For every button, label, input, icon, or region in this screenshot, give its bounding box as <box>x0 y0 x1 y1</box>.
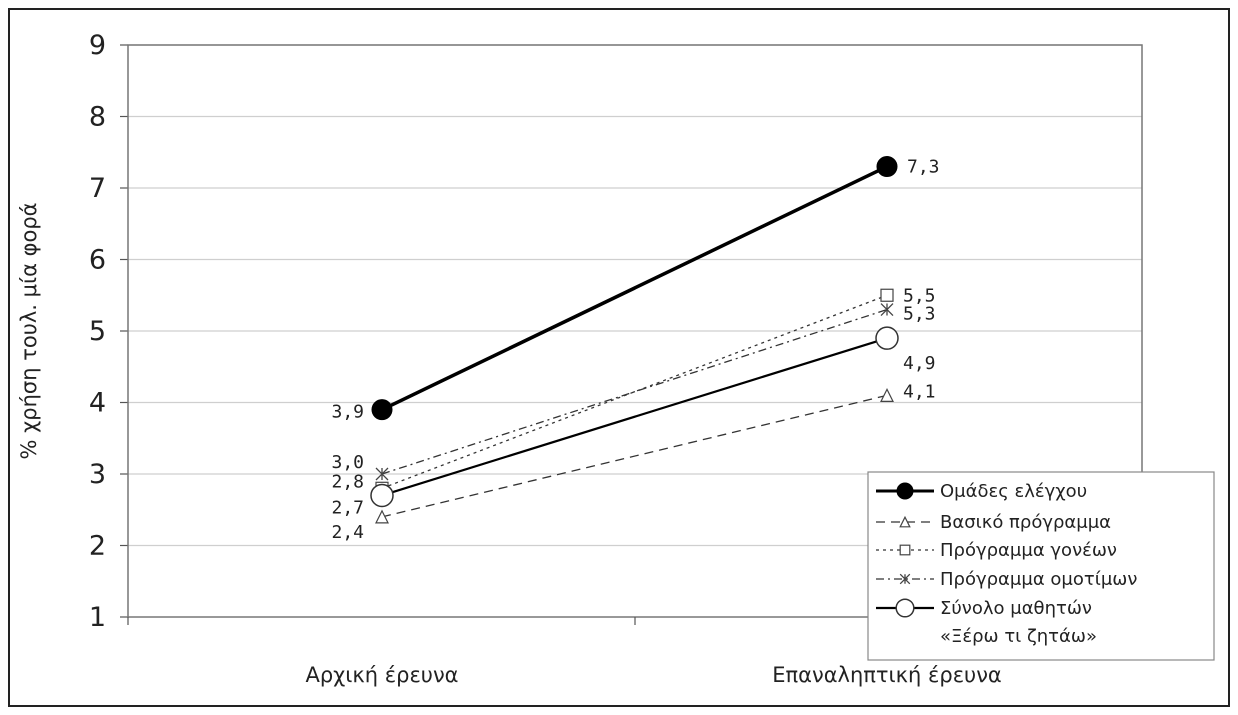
data-point-marker <box>370 483 394 508</box>
data-point-marker <box>875 326 899 350</box>
data-label: 7,3 <box>907 157 940 178</box>
y-tick-label: 2 <box>89 531 106 562</box>
legend-label: Πρόγραμμα ομοτίμων <box>940 569 1137 590</box>
data-point-marker <box>880 303 894 317</box>
y-tick-label: 4 <box>89 388 106 419</box>
legend-label: Βασικό πρόγραμμα <box>940 512 1111 533</box>
series-line <box>381 164 888 412</box>
data-label: 3,9 <box>331 402 364 423</box>
data-point-marker <box>375 509 389 524</box>
series-line <box>381 294 888 489</box>
data-point-marker <box>375 467 389 481</box>
y-tick-label: 8 <box>89 102 106 133</box>
data-label: 3,0 <box>331 452 364 473</box>
legend-marker <box>895 598 915 618</box>
series-line <box>381 337 888 497</box>
y-tick-label: 1 <box>89 602 106 633</box>
legend-marker <box>899 573 911 585</box>
legend-label: Σύνολο μαθητών <box>940 598 1092 619</box>
data-label: 4,9 <box>903 353 936 374</box>
data-label: 4,1 <box>903 381 936 402</box>
legend-marker <box>899 515 911 528</box>
data-point-marker <box>876 156 898 178</box>
data-label: 2,4 <box>331 522 364 543</box>
data-point-marker <box>880 388 894 402</box>
data-label: 2,7 <box>331 497 364 518</box>
data-label: 2,8 <box>331 471 364 492</box>
data-point-marker <box>880 288 894 302</box>
y-tick-label: 5 <box>89 316 106 347</box>
legend-label: «Ξέρω τι ζητάω» <box>940 626 1097 647</box>
y-axis-title: % χρήση τουλ. μία φορά <box>17 203 41 460</box>
data-point-marker <box>371 399 393 421</box>
legend-marker <box>899 544 911 556</box>
y-tick-label: 6 <box>89 245 106 276</box>
data-label: 5,3 <box>903 304 936 325</box>
legend-marker <box>896 482 914 500</box>
series-line <box>381 394 888 518</box>
y-tick-label: 3 <box>89 459 106 490</box>
data-label: 5,5 <box>903 285 936 306</box>
legend-box <box>867 471 1215 661</box>
series-line <box>381 308 888 475</box>
legend-label: Ομάδες ελέγχου <box>940 481 1087 502</box>
x-category-label: Επαναληπτική έρευνα <box>772 663 1002 687</box>
legend-label: Πρόγραμμα γονέων <box>940 540 1117 561</box>
y-tick-label: 9 <box>89 30 106 61</box>
y-tick-label: 7 <box>89 173 106 204</box>
x-category-label: Αρχική έρευνα <box>305 663 458 687</box>
